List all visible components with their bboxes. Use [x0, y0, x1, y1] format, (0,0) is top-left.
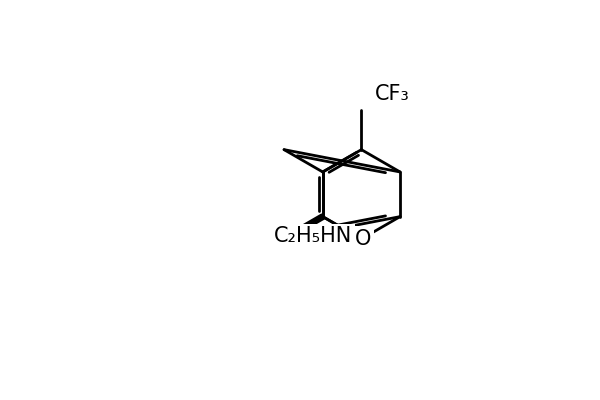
- Text: CF₃: CF₃: [375, 84, 410, 104]
- Text: C₂H₅HN: C₂H₅HN: [274, 226, 352, 246]
- Text: O: O: [355, 229, 371, 249]
- Text: O: O: [271, 232, 287, 252]
